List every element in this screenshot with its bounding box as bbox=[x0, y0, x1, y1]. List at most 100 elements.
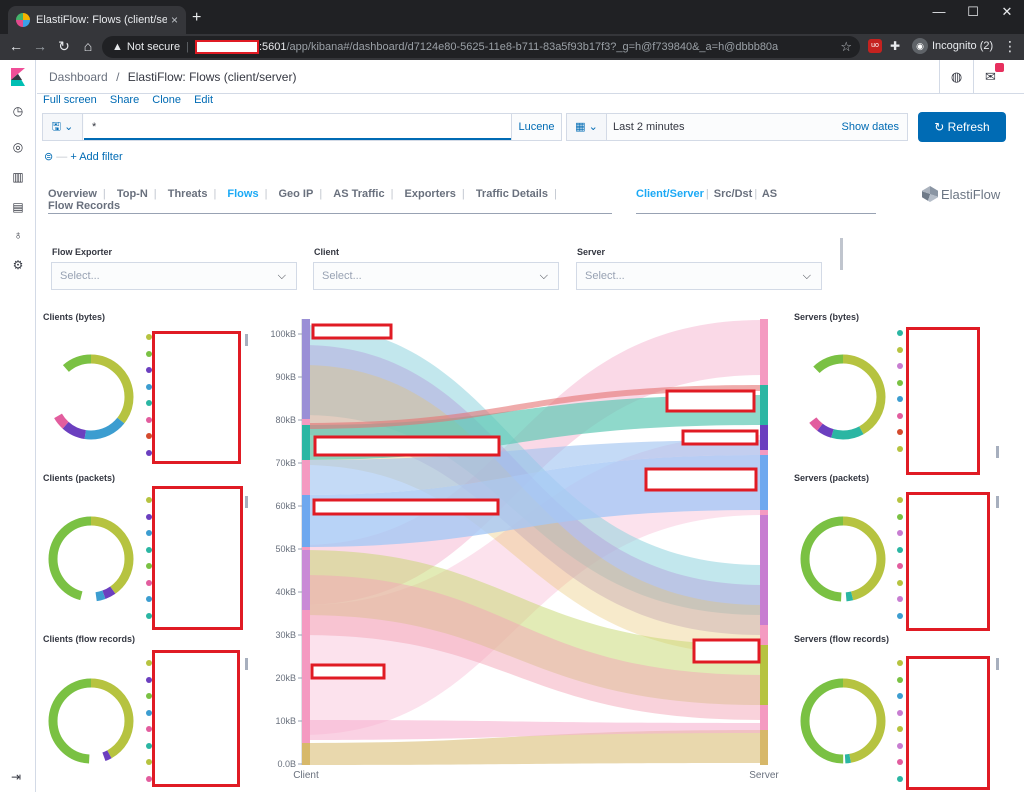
flow-exporter-placeholder: Select... bbox=[60, 270, 100, 282]
client-select[interactable]: Select... ⌵ bbox=[313, 262, 559, 290]
bookmark-star-icon[interactable]: ☆ bbox=[840, 39, 852, 54]
redacted-legend-clients-packets bbox=[152, 486, 243, 630]
reload-icon[interactable]: ↻ bbox=[58, 38, 70, 54]
legend-scrollbar[interactable] bbox=[996, 496, 999, 508]
warning-triangle-icon: ▲ bbox=[112, 41, 123, 53]
security-status: Not secure bbox=[126, 41, 181, 53]
redacted-host bbox=[194, 40, 259, 54]
x-axis-label: Client bbox=[293, 770, 319, 781]
legend-scrollbar[interactable] bbox=[245, 334, 248, 346]
subnav-src-dst[interactable]: Src/Dst bbox=[713, 188, 753, 200]
redacted-legend-servers-flows bbox=[906, 656, 990, 790]
chevron-down-icon: ⌵ bbox=[277, 270, 286, 282]
extensions-puzzle-icon[interactable]: ✚ bbox=[890, 39, 901, 53]
close-window-icon[interactable]: ✕ bbox=[1001, 4, 1013, 19]
browser-menu-icon[interactable]: ⋮ bbox=[1003, 38, 1017, 54]
client-label: Client bbox=[314, 247, 340, 257]
y-tick-label: 40kB bbox=[275, 587, 296, 597]
client-placeholder: Select... bbox=[322, 270, 362, 282]
calendar-icon[interactable]: ▦ ⌄ bbox=[567, 114, 607, 140]
y-tick-label: 100kB bbox=[270, 329, 296, 339]
nav-flows[interactable]: Flows bbox=[227, 188, 259, 200]
refresh-button[interactable]: ↻ Refresh bbox=[918, 112, 1006, 142]
clone-link[interactable]: Clone bbox=[152, 94, 182, 106]
legend-scrollbar[interactable] bbox=[996, 446, 999, 458]
kibana-logo-icon[interactable] bbox=[9, 68, 27, 86]
dashboard-nav: Overview | Top-N | Threats | Flows | Geo IP |… bbox=[48, 188, 612, 214]
url-path: /app/kibana#/dashboard/d7124e80-5625-11e… bbox=[286, 41, 779, 53]
add-filter-link[interactable]: + Add filter bbox=[70, 151, 123, 163]
forward-arrow-icon[interactable]: → bbox=[33, 38, 47, 54]
legend-scrollbar[interactable] bbox=[245, 658, 248, 670]
flow-exporter-label: Flow Exporter bbox=[52, 247, 113, 257]
minimize-icon[interactable]: — bbox=[932, 4, 946, 19]
recent-clock-icon[interactable]: ◷ bbox=[12, 104, 24, 118]
servers-flows-donut bbox=[800, 678, 886, 764]
full-screen-link[interactable]: Full screen bbox=[43, 94, 97, 106]
incognito-indicator[interactable]: ◉ Incognito (2) bbox=[912, 38, 993, 54]
servers-flows-legend bbox=[897, 660, 905, 792]
visualize-chart-icon[interactable]: ▥ bbox=[12, 170, 24, 184]
browser-tab-bar: ElastiFlow: Flows (client/server) - × + … bbox=[0, 0, 1024, 34]
nav-threats[interactable]: Threats bbox=[167, 188, 208, 200]
subnav-as[interactable]: AS bbox=[761, 188, 778, 200]
time-range-text[interactable]: Last 2 minutes bbox=[613, 121, 685, 133]
servers-bytes-title: Servers (bytes) bbox=[794, 312, 860, 322]
nav-traffic-details[interactable]: Traffic Details bbox=[475, 188, 548, 200]
ublock-extension-icon[interactable]: uo bbox=[868, 39, 882, 53]
kibana-header: Dashboard / ElastiFlow: Flows (client/se… bbox=[37, 60, 1024, 94]
nav-flow-records[interactable]: Flow Records bbox=[48, 200, 121, 212]
address-bar[interactable]: ▲ Not secure | :5601/app/kibana#/dashboa… bbox=[102, 36, 860, 58]
elastiflow-mark-icon bbox=[922, 186, 938, 202]
clients-packets-title: Clients (packets) bbox=[43, 473, 116, 483]
show-dates-link[interactable]: Show dates bbox=[841, 121, 899, 133]
back-arrow-icon[interactable]: ← bbox=[9, 38, 23, 54]
settings-gear-icon[interactable]: ⚙ bbox=[12, 258, 24, 272]
y-tick-label: 20kB bbox=[275, 673, 296, 683]
breadcrumb-dashboard[interactable]: Dashboard bbox=[49, 70, 108, 84]
chevron-down-icon: ⌵ bbox=[802, 270, 811, 282]
newsfeed-mail-icon[interactable]: ✉ bbox=[973, 60, 1007, 94]
elastiflow-brand: ElastiFlow bbox=[941, 186, 1001, 202]
incognito-icon: ◉ bbox=[912, 38, 928, 54]
maximize-icon[interactable]: ☐ bbox=[967, 4, 979, 19]
help-lifebuoy-icon[interactable]: ◍ bbox=[939, 60, 973, 94]
query-input[interactable]: * bbox=[84, 114, 512, 140]
incognito-label: Incognito (2) bbox=[932, 40, 994, 52]
saved-query-button[interactable]: 🖫 ⌄ bbox=[43, 114, 83, 140]
legend-scrollbar[interactable] bbox=[245, 496, 248, 508]
server-select[interactable]: Select... ⌵ bbox=[576, 262, 822, 290]
tab-close-icon[interactable]: × bbox=[170, 13, 178, 27]
nav-geo-ip[interactable]: Geo IP bbox=[278, 188, 314, 200]
legend-scrollbar[interactable] bbox=[996, 658, 999, 670]
refresh-label: Refresh bbox=[947, 120, 990, 134]
url-host-port: :5601 bbox=[258, 41, 287, 53]
collapse-nav-icon[interactable]: ⇥ bbox=[11, 770, 22, 784]
subnav-client-server[interactable]: Client/Server bbox=[636, 188, 704, 200]
edit-link[interactable]: Edit bbox=[194, 94, 214, 106]
filter-options-icon[interactable]: ⊜ bbox=[44, 151, 54, 163]
query-language-button[interactable]: Lucene bbox=[511, 114, 561, 140]
y-tick-label: 50kB bbox=[275, 544, 296, 554]
nav-overview[interactable]: Overview bbox=[48, 188, 97, 200]
nav-as-traffic[interactable]: AS Traffic bbox=[333, 188, 385, 200]
kibana-side-nav: ◷ ◎ ▥ ▤ ♁ ⚙ bbox=[0, 60, 36, 792]
dashboard-icon[interactable]: ▤ bbox=[12, 200, 24, 214]
flow-exporter-select[interactable]: Select... ⌵ bbox=[51, 262, 297, 290]
new-tab-icon[interactable]: + bbox=[192, 9, 202, 26]
browser-tab[interactable]: ElastiFlow: Flows (client/server) - × bbox=[8, 6, 186, 34]
y-tick-label: 60kB bbox=[275, 501, 296, 511]
controls-scrollbar[interactable] bbox=[840, 238, 843, 270]
nav-exporters[interactable]: Exporters bbox=[404, 188, 456, 200]
discover-compass-icon[interactable]: ◎ bbox=[12, 140, 24, 154]
breadcrumb-current: ElastiFlow: Flows (client/server) bbox=[127, 70, 297, 84]
servers-packets-title: Servers (packets) bbox=[794, 473, 870, 483]
share-link[interactable]: Share bbox=[109, 94, 140, 106]
home-icon[interactable]: ⌂ bbox=[83, 38, 93, 54]
url-text: :5601/app/kibana#/dashboard/d7124e80-562… bbox=[259, 41, 778, 53]
x-axis-labels: Client Server bbox=[293, 770, 779, 781]
server-label: Server bbox=[577, 247, 606, 257]
timelion-icon[interactable]: ♁ bbox=[13, 228, 23, 242]
nav-top-n[interactable]: Top-N bbox=[116, 188, 148, 200]
dashboard-top-menu: Full screen Share Clone Edit bbox=[43, 94, 223, 106]
